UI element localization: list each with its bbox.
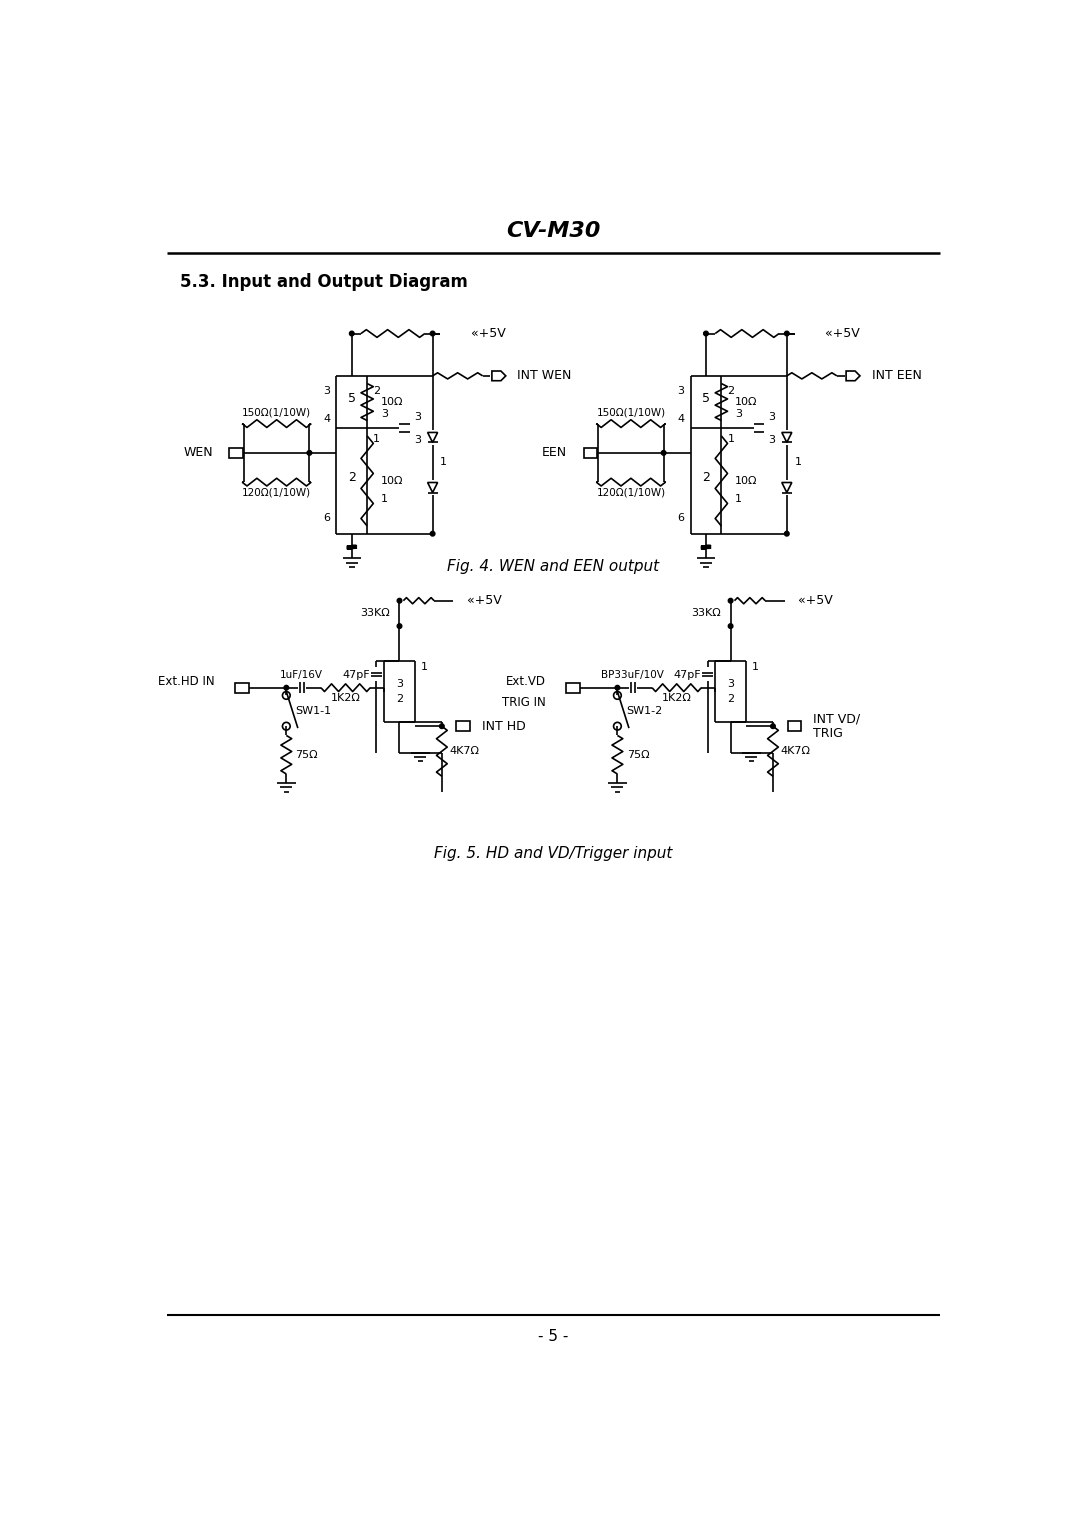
Text: 1: 1 (795, 457, 801, 468)
Text: SW1-2: SW1-2 (626, 706, 663, 715)
Text: 5: 5 (348, 391, 355, 405)
Text: 2: 2 (396, 694, 403, 704)
Circle shape (616, 686, 620, 691)
Text: 1: 1 (421, 662, 428, 672)
Text: INT HD: INT HD (482, 720, 526, 733)
Text: «+5V: «+5V (468, 594, 502, 607)
Text: INT EEN: INT EEN (872, 370, 921, 382)
Circle shape (784, 532, 789, 536)
Circle shape (661, 451, 666, 455)
Text: 1: 1 (752, 662, 759, 672)
Text: Ext.VD: Ext.VD (505, 675, 545, 688)
Circle shape (784, 332, 789, 336)
Text: 1: 1 (441, 457, 447, 468)
Text: 3: 3 (768, 435, 775, 445)
Text: 5: 5 (702, 391, 710, 405)
Text: 2: 2 (348, 471, 355, 484)
Text: 4K7Ω: 4K7Ω (449, 746, 480, 756)
Text: 6: 6 (677, 513, 685, 523)
Text: SW1-1: SW1-1 (296, 706, 332, 715)
Circle shape (771, 724, 775, 729)
Text: 1: 1 (381, 494, 388, 504)
Circle shape (728, 599, 733, 604)
Text: 3: 3 (414, 411, 421, 422)
Text: 10Ω: 10Ω (735, 397, 758, 406)
Text: CV-M30: CV-M30 (507, 222, 600, 241)
Text: 47pF: 47pF (674, 669, 701, 680)
Circle shape (440, 724, 444, 729)
Text: 33KΩ: 33KΩ (361, 608, 390, 619)
Text: TRIG IN: TRIG IN (502, 681, 545, 709)
Text: 1: 1 (735, 494, 742, 504)
Circle shape (307, 451, 312, 455)
Text: 120Ω(1/10W): 120Ω(1/10W) (242, 487, 311, 498)
Text: «+5V: «+5V (798, 594, 833, 607)
Text: 75Ω: 75Ω (626, 750, 649, 759)
Text: 5.3. Input and Output Diagram: 5.3. Input and Output Diagram (180, 274, 468, 290)
Text: 4K7Ω: 4K7Ω (781, 746, 811, 756)
Text: 3: 3 (381, 410, 388, 419)
Text: 3: 3 (323, 387, 330, 396)
Text: Fig. 4. WEN and EEN output: Fig. 4. WEN and EEN output (447, 559, 660, 573)
Text: BP33uF/10V: BP33uF/10V (602, 671, 664, 680)
Circle shape (350, 332, 354, 336)
Text: 150Ω(1/10W): 150Ω(1/10W) (242, 408, 311, 417)
Text: INT VD/
TRIG: INT VD/ TRIG (813, 712, 860, 740)
Text: 10Ω: 10Ω (381, 397, 404, 406)
Circle shape (704, 332, 708, 336)
Text: 10Ω: 10Ω (735, 475, 758, 486)
Text: 2: 2 (728, 387, 734, 396)
Text: 1K2Ω: 1K2Ω (662, 694, 691, 703)
Circle shape (397, 599, 402, 604)
Text: «+5V: «+5V (825, 327, 860, 341)
Text: 150Ω(1/10W): 150Ω(1/10W) (596, 408, 665, 417)
Text: 3: 3 (768, 411, 775, 422)
Text: 75Ω: 75Ω (296, 750, 319, 759)
Text: Ext.HD IN: Ext.HD IN (158, 675, 215, 688)
Text: 6: 6 (323, 513, 330, 523)
Text: 3: 3 (735, 410, 742, 419)
Text: 4: 4 (677, 414, 685, 423)
Circle shape (728, 623, 733, 628)
Circle shape (397, 623, 402, 628)
Text: WEN: WEN (184, 446, 213, 460)
Text: 1: 1 (728, 434, 734, 445)
Text: 2: 2 (727, 694, 734, 704)
Text: Fig. 5. HD and VD/Trigger input: Fig. 5. HD and VD/Trigger input (434, 847, 673, 860)
Text: 4: 4 (323, 414, 330, 423)
Text: 3: 3 (727, 678, 734, 689)
Circle shape (284, 686, 288, 691)
Text: 3: 3 (414, 435, 421, 445)
Text: 3: 3 (396, 678, 403, 689)
Text: 2: 2 (702, 471, 710, 484)
Text: EEN: EEN (542, 446, 567, 460)
Text: 1uF/16V: 1uF/16V (280, 671, 323, 680)
Text: 2: 2 (374, 387, 380, 396)
Text: 120Ω(1/10W): 120Ω(1/10W) (596, 487, 665, 498)
Circle shape (430, 532, 435, 536)
Text: «+5V: «+5V (471, 327, 505, 341)
Text: 47pF: 47pF (342, 669, 370, 680)
Text: - 5 -: - 5 - (538, 1329, 569, 1345)
Text: 1: 1 (374, 434, 380, 445)
Text: INT WEN: INT WEN (517, 370, 571, 382)
Text: 1K2Ω: 1K2Ω (330, 694, 361, 703)
Text: 33KΩ: 33KΩ (691, 608, 721, 619)
Text: 3: 3 (677, 387, 685, 396)
Circle shape (430, 332, 435, 336)
Text: 10Ω: 10Ω (381, 475, 404, 486)
